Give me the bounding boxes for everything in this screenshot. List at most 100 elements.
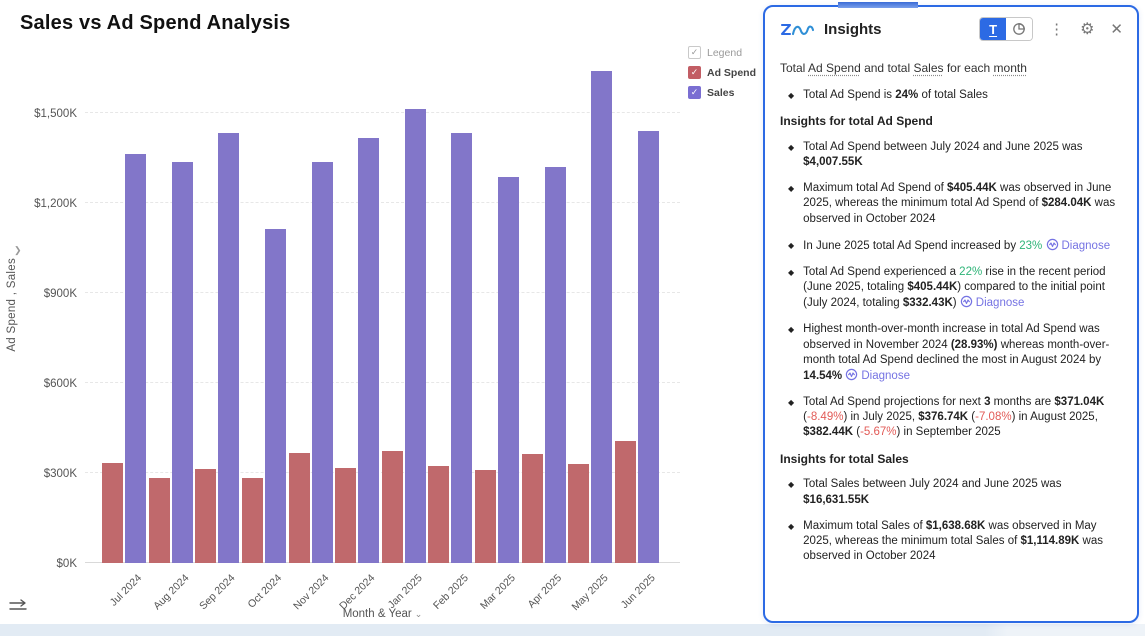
insight-item: ◆ Maximum total Sales of $1,638.68K was … xyxy=(780,519,1122,565)
legend-checkbox[interactable]: ✓ xyxy=(688,46,701,59)
ad-spend-checkbox[interactable]: ✓ xyxy=(688,66,701,79)
bar-sales[interactable] xyxy=(451,133,473,563)
bar-sales[interactable] xyxy=(637,130,659,563)
bar-group xyxy=(614,130,659,563)
bar-sales[interactable] xyxy=(311,161,333,563)
x-tick-label: Jul 2024 xyxy=(107,572,145,609)
bar-group xyxy=(381,109,426,563)
close-icon[interactable]: ✕ xyxy=(1110,21,1123,38)
legend-toggle-label: Legend xyxy=(707,46,743,59)
gridline xyxy=(85,382,680,383)
x-tick-label: Apr 2025 xyxy=(525,572,565,611)
legend-item-label: Ad Spend xyxy=(707,66,756,79)
y-tick-label: $900K xyxy=(43,288,77,300)
bar-ad-spend[interactable] xyxy=(195,468,217,563)
diagnose-link[interactable]: Diagnose xyxy=(845,368,910,382)
bullet-icon: ◆ xyxy=(788,184,795,194)
expand-sidebar-icon[interactable] xyxy=(8,598,36,618)
bar-sales[interactable] xyxy=(171,162,193,563)
bar-ad-spend[interactable] xyxy=(614,441,636,563)
bar-ad-spend[interactable] xyxy=(102,463,123,563)
legend-item-sales[interactable]: ✓ Sales xyxy=(688,86,756,99)
sales-checkbox[interactable]: ✓ xyxy=(688,86,701,99)
kebab-menu-icon[interactable]: ⋮ xyxy=(1049,21,1065,38)
bar-sales[interactable] xyxy=(591,71,613,563)
insights-summary: Total Ad Spend and total Sales for each … xyxy=(780,61,1027,75)
plot-area: $0K $300K $600K $900K $1,200K $1,500K xyxy=(34,71,680,570)
ad-spend-section-heading: Insights for total Ad Spend xyxy=(780,114,933,128)
bar-ad-spend[interactable] xyxy=(335,467,357,563)
bar-group xyxy=(521,167,566,563)
bar-ad-spend[interactable] xyxy=(568,463,590,563)
x-tick-label: Sep 2024 xyxy=(197,572,238,613)
y-tick-label: $1,200K xyxy=(34,198,77,210)
bar-sales[interactable] xyxy=(218,133,240,563)
gridline xyxy=(85,292,680,293)
bullet-icon: ◆ xyxy=(788,267,795,277)
bar-group xyxy=(195,133,240,563)
bar-ad-spend[interactable] xyxy=(428,465,450,563)
bar-ad-spend[interactable] xyxy=(288,453,310,563)
gridline xyxy=(85,202,680,203)
bullet-icon: ◆ xyxy=(788,325,795,335)
bar-ad-spend[interactable] xyxy=(475,469,496,563)
bar-group xyxy=(148,162,193,563)
x-tick-label: May 2025 xyxy=(569,572,611,614)
y-tick-label: $600K xyxy=(43,378,77,390)
zia-logo xyxy=(779,18,815,40)
bullet-icon: ◆ xyxy=(788,240,795,250)
insight-item: ◆ Total Sales between July 2024 and June… xyxy=(780,477,1122,507)
bar-ad-spend[interactable] xyxy=(241,477,263,563)
insight-item: ◆ In June 2025 total Ad Spend increased … xyxy=(780,238,1122,254)
text-view-icon[interactable]: T xyxy=(980,18,1007,40)
bar-group xyxy=(428,133,473,563)
y-tick-label: $1,500K xyxy=(34,108,77,120)
x-tick-label: Oct 2024 xyxy=(245,572,285,611)
insight-item: ◆ Total Ad Spend experienced a 22% rise … xyxy=(780,265,1122,312)
x-axis-title-label: Month & Year xyxy=(342,608,412,620)
chart-region: Sales vs Ad Spend Analysis ❯ Ad Spend , … xyxy=(0,12,765,620)
x-tick-label: Jan 2025 xyxy=(385,572,425,612)
insight-item: ◆ Highest month-over-month increase in t… xyxy=(780,322,1122,384)
bullet-icon: ◆ xyxy=(788,142,795,152)
diagnose-link[interactable]: Diagnose xyxy=(960,295,1024,309)
x-tick-label: Aug 2024 xyxy=(150,572,192,613)
pie-chart-icon[interactable] xyxy=(1006,18,1033,40)
x-tick-label: Mar 2025 xyxy=(477,572,518,612)
legend: ✓ Legend ✓ Ad Spend ✓ Sales xyxy=(688,46,756,99)
x-tick-label: Feb 2025 xyxy=(430,572,471,612)
bar-sales[interactable] xyxy=(498,176,519,563)
insight-item: ◆ Total Ad Spend between July 2024 and J… xyxy=(780,140,1122,170)
bar-sales[interactable] xyxy=(358,138,380,563)
insight-item: ◆ Total Ad Spend is 24% of total Sales xyxy=(780,88,1122,103)
bar-ad-spend[interactable] xyxy=(381,451,403,563)
legend-toggle[interactable]: ✓ Legend xyxy=(688,46,756,59)
bar-group xyxy=(335,138,380,563)
bar-ad-spend[interactable] xyxy=(148,477,170,563)
bar-sales[interactable] xyxy=(404,109,426,563)
x-axis-title[interactable]: Month & Year ⌄ xyxy=(0,608,765,620)
insights-header: Insights T ⋮ ⚙ ✕ xyxy=(765,7,1137,51)
legend-item-ad-spend[interactable]: ✓ Ad Spend xyxy=(688,66,756,79)
insight-item: ◆ Total Ad Spend projections for next 3 … xyxy=(780,395,1122,441)
bar-sales[interactable] xyxy=(264,228,286,563)
chevron-icon: ❯ xyxy=(14,245,22,255)
view-toggle-group: T xyxy=(979,17,1034,41)
bar-sales[interactable] xyxy=(544,167,566,563)
bar-group xyxy=(102,153,146,563)
legend-item-label: Sales xyxy=(707,86,735,99)
x-tick-label: Nov 2024 xyxy=(290,572,331,613)
y-axis-title[interactable]: Ad Spend , Sales xyxy=(6,258,18,352)
gear-icon[interactable]: ⚙ xyxy=(1080,21,1095,38)
bullet-icon: ◆ xyxy=(788,521,795,531)
chevron-down-icon: ⌄ xyxy=(414,609,423,619)
bar-group xyxy=(241,228,286,563)
insight-item: ◆ Maximum total Ad Spend of $405.44K was… xyxy=(780,181,1122,227)
panel-top-accent xyxy=(838,0,918,13)
insights-panel: Insights T ⋮ ⚙ ✕ Total Ad Spend and tota… xyxy=(763,5,1139,623)
bar-sales[interactable] xyxy=(125,153,146,563)
insights-title: Insights xyxy=(824,20,882,38)
diagnose-link[interactable]: Diagnose xyxy=(1046,238,1110,252)
sales-section-heading: Insights for total Sales xyxy=(780,451,909,466)
bar-ad-spend[interactable] xyxy=(521,453,543,563)
